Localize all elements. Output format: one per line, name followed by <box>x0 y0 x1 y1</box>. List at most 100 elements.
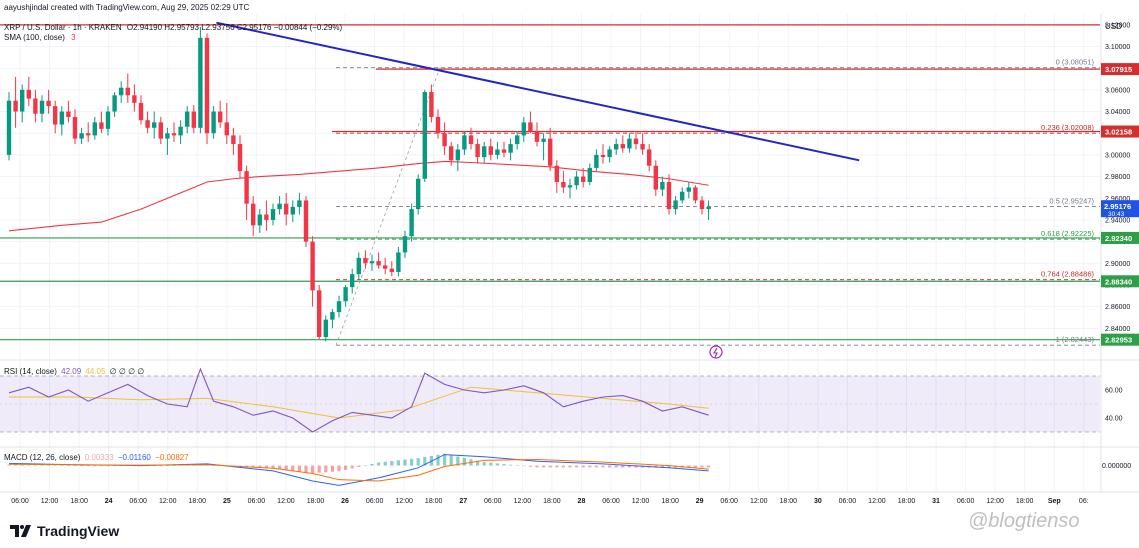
macd-hist-bar <box>423 457 427 466</box>
candle-body <box>350 274 355 288</box>
macd-hist-bar <box>561 465 565 468</box>
price-axis[interactable]: 2.840002.860002.880002.900002.920002.940… <box>1101 22 1139 470</box>
time-tick-label: 06: <box>1079 498 1089 505</box>
trendline[interactable] <box>216 21 860 162</box>
time-tick-label: 18:00 <box>780 498 798 505</box>
last-price-badge <box>1101 200 1139 218</box>
macd-hist-bar <box>693 465 697 468</box>
time-axis[interactable]: 06:00 12:00 18:00 24 06:00 12:00 18:00 25 06:00 1… <box>11 498 1088 505</box>
rsi-value: 42.09 <box>61 367 82 376</box>
rsi-legend[interactable]: RSI (14, close) 42.09 44.05 ∅ ∅ ∅ ∅ <box>4 367 144 376</box>
fib-label: 0.236 (3.02008) <box>1041 123 1094 132</box>
macd-hist-bar <box>614 465 618 468</box>
time-tick-label: 12:00 <box>514 498 532 505</box>
macd-hist-bar <box>383 461 387 466</box>
macd-hist-bar <box>502 464 506 466</box>
macd-hist-bar <box>14 464 18 466</box>
candle-body <box>383 265 388 269</box>
candle-body <box>429 92 434 117</box>
macd-hist-bar <box>33 465 37 466</box>
macd-legend[interactable]: MACD (12, 26, close) 0.00333 −0.01160 −0… <box>4 453 189 462</box>
time-tick-label: 18:00 <box>898 498 916 505</box>
macd-hist-bar <box>264 465 268 468</box>
price-level-badge <box>1101 231 1139 244</box>
candle-body <box>435 116 441 134</box>
time-tick-label: 06:00 <box>129 498 147 505</box>
candle-body <box>541 138 546 142</box>
macd-hist-bar <box>462 457 466 466</box>
candles[interactable] <box>6 27 711 342</box>
candle-body <box>204 37 210 134</box>
candle-body <box>495 149 500 155</box>
tradingview-logo-icon <box>10 525 31 537</box>
sma-legend[interactable]: SMA (100, close) 3 <box>4 33 76 42</box>
macd-hist-bar <box>159 465 163 467</box>
rsi-band <box>0 375 1100 433</box>
candle-body <box>653 165 658 190</box>
macd-title: MACD (12, 26, close) <box>4 453 81 462</box>
time-tick-label: 27 <box>459 498 467 505</box>
candle-body <box>449 146 454 161</box>
rsi-ma-line <box>9 386 709 419</box>
signal-line <box>8 458 709 482</box>
candle-body <box>666 182 672 210</box>
time-tick-label: 28 <box>578 498 586 505</box>
time-tick-label: 06:00 <box>366 498 384 505</box>
macd-hist-bar <box>80 465 84 467</box>
candle-body <box>165 133 170 139</box>
fib-label: 0.618 (2.92225) <box>1041 229 1094 238</box>
fib-label: 0.5 (2.95247) <box>1049 196 1094 205</box>
alert-icon[interactable] <box>709 345 723 359</box>
time-tick-label: 26 <box>341 498 349 505</box>
macd-hist-bar <box>106 465 110 467</box>
candle-body <box>152 122 157 128</box>
macd-hist-bar <box>443 453 447 466</box>
last-price-label: 2.95176 <box>1104 202 1131 211</box>
macd-hist-bar <box>555 465 559 468</box>
macd-hist-bar <box>370 463 374 466</box>
candle-body <box>356 257 361 275</box>
macd-hist-bar <box>99 465 103 467</box>
macd-hist-bar <box>304 465 308 473</box>
candle-body <box>231 135 236 145</box>
price-tick-label: 2.96000 <box>1105 196 1130 203</box>
created-by: aayushjindal created with TradingView.co… <box>4 3 250 12</box>
candle-body <box>468 135 474 145</box>
candle-body <box>680 191 685 201</box>
candle-body <box>218 111 223 123</box>
candle-body <box>138 102 144 121</box>
rsi-line <box>8 367 709 433</box>
rsi-tick-label: 60.00 <box>1105 388 1123 395</box>
candle-body <box>396 252 401 272</box>
time-tick-label: 12:00 <box>159 498 177 505</box>
macd-hist-bar <box>482 462 486 466</box>
candle-body <box>482 146 487 158</box>
price-tick-label: 2.94000 <box>1105 217 1130 224</box>
macd-hist-bar <box>350 465 354 469</box>
symbol-line: XRP / U.S. Dollar · 1h · KRAKEN O2.94190… <box>4 23 342 32</box>
candle-body <box>422 92 427 179</box>
candle-body <box>706 206 711 210</box>
price-level-label: 2.88340 <box>1105 277 1132 286</box>
sma-extra: 3 <box>71 33 76 42</box>
price-level-label: 3.02158 <box>1105 128 1132 137</box>
time-tick-label: 18:00 <box>189 498 207 505</box>
candle-body <box>554 165 559 182</box>
time-tick-label: 12:00 <box>750 498 768 505</box>
candle-body <box>46 100 51 107</box>
time-tick-label: 24 <box>105 498 113 505</box>
tradingview-brand[interactable]: TradingView <box>10 523 119 539</box>
macd-signal-value: −0.00827 <box>155 453 189 462</box>
macd-hist-bar <box>53 465 57 466</box>
macd-hist-bar <box>410 458 414 466</box>
macd-hist-bar <box>449 455 453 466</box>
candle-body <box>270 209 276 220</box>
time-tick-label: 06:00 <box>11 498 29 505</box>
candle-body <box>145 120 150 128</box>
macd-hist-bar <box>165 465 169 467</box>
symbol-title[interactable]: XRP / U.S. Dollar · 1h · KRAKEN <box>4 23 122 32</box>
time-tick-label: 06:00 <box>957 498 975 505</box>
candle-body <box>620 144 625 149</box>
macd-hist-bar <box>172 465 176 466</box>
